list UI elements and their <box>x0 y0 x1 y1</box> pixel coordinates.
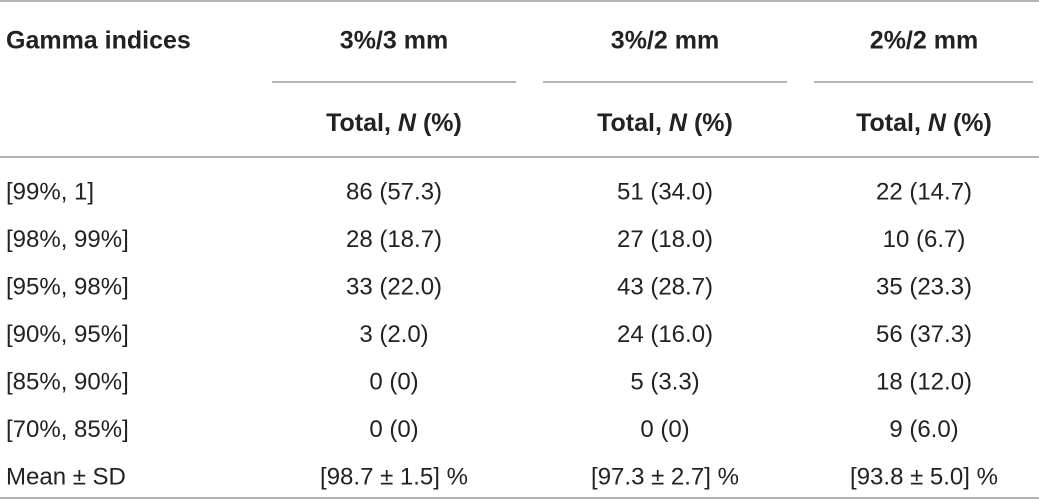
cell: 56 (37.3) <box>876 321 972 348</box>
cell: 5 (3.3) <box>630 368 699 395</box>
row-label: [70%, 85%] <box>6 416 129 443</box>
cell: [93.8 ± 5.0] % <box>850 463 998 490</box>
column-header: 3%/3 mm <box>340 27 448 55</box>
cell: 35 (23.3) <box>876 273 972 300</box>
subheader-italic: N <box>398 109 417 137</box>
cell: 43 (28.7) <box>617 273 713 300</box>
column-subheader: Total, N (%) <box>597 109 733 137</box>
subheader-prefix: Total, <box>597 109 662 137</box>
cell: 0 (0) <box>640 416 689 443</box>
cell: 24 (16.0) <box>617 321 713 348</box>
cell: 0 (0) <box>369 416 418 443</box>
column-header: 3%/2 mm <box>611 27 719 55</box>
row-label: [98%, 99%] <box>6 226 129 253</box>
cell: 3 (2.0) <box>359 321 428 348</box>
column-subheader: Total, N (%) <box>856 109 992 137</box>
row-label: [85%, 90%] <box>6 368 129 395</box>
cell: 22 (14.7) <box>876 178 972 205</box>
cell: 86 (57.3) <box>346 178 442 205</box>
subheader-suffix: (%) <box>953 109 992 137</box>
cell: 10 (6.7) <box>883 226 966 253</box>
column-header: Gamma indices <box>6 27 191 55</box>
row-label: [90%, 95%] <box>6 321 129 348</box>
cell: 51 (34.0) <box>617 178 713 205</box>
subheader-italic: N <box>669 109 688 137</box>
cell: [97.3 ± 2.7] % <box>591 463 739 490</box>
subheader-suffix: (%) <box>694 109 733 137</box>
cell: 0 (0) <box>369 368 418 395</box>
cell: 9 (6.0) <box>889 416 958 443</box>
subheader-italic: N <box>928 109 947 137</box>
cell: [98.7 ± 1.5] % <box>320 463 468 490</box>
subheader-suffix: (%) <box>423 109 462 137</box>
subheader-prefix: Total, <box>856 109 921 137</box>
cell: 33 (22.0) <box>346 273 442 300</box>
cell: 27 (18.0) <box>617 226 713 253</box>
row-label: [99%, 1] <box>6 178 94 205</box>
cell: 18 (12.0) <box>876 368 972 395</box>
cell: 28 (18.7) <box>346 226 442 253</box>
row-label: [95%, 98%] <box>6 273 129 300</box>
subheader-prefix: Total, <box>326 109 391 137</box>
row-label: Mean ± SD <box>6 463 126 490</box>
column-header: 2%/2 mm <box>870 27 978 55</box>
column-subheader: Total, N (%) <box>326 109 462 137</box>
